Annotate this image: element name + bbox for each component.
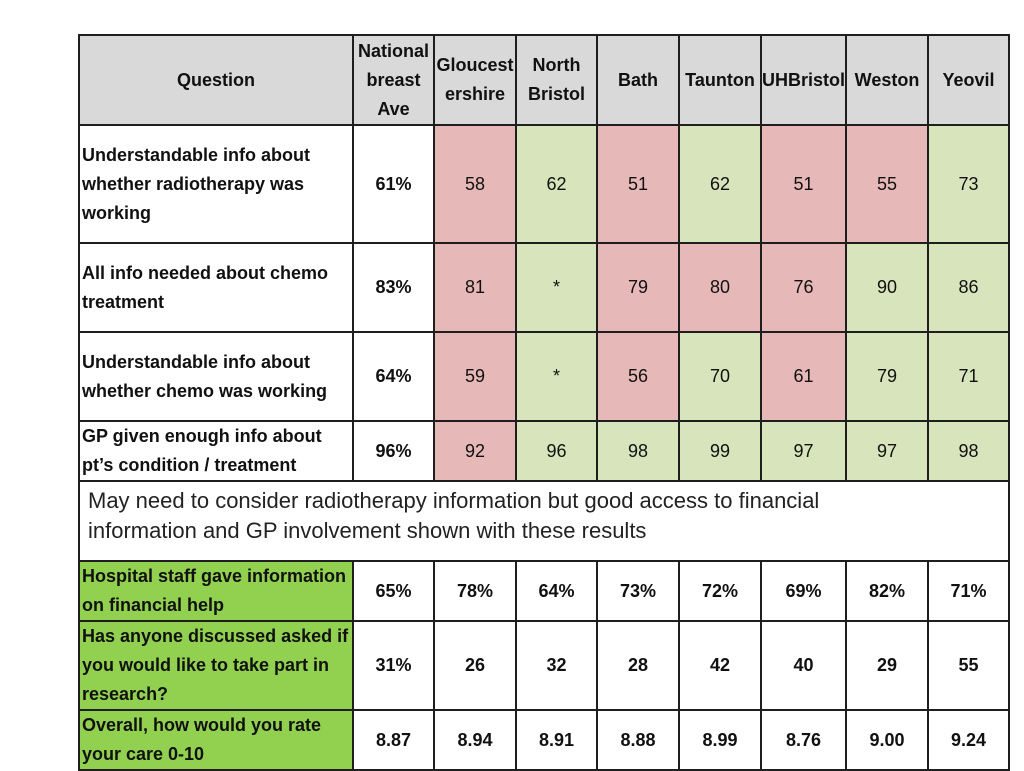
trust-score-cell: *	[515, 331, 598, 422]
trust-score-cell: 8.76	[759, 709, 848, 771]
header-north-bristol: North Bristol	[515, 34, 598, 126]
summary-note: May need to consider radiotherapy inform…	[77, 480, 929, 562]
national-average-cell: 8.87	[352, 709, 435, 771]
question-cell: Understandable info about whether chemo …	[78, 331, 354, 422]
header-yeovil: Yeovil	[927, 34, 1011, 126]
header-weston: Weston	[845, 34, 930, 126]
trust-score-cell: 79	[845, 331, 930, 422]
trust-score-cell: 8.88	[596, 709, 680, 771]
trust-score-cell: 72%	[678, 560, 762, 622]
trust-score-cell: 97	[845, 420, 930, 482]
trust-score-cell: 92	[433, 420, 517, 482]
trust-score-cell: 76	[759, 242, 848, 333]
table-row: Understandable info about whether chemo …	[78, 331, 1011, 422]
national-average-cell: 61%	[352, 124, 435, 244]
trust-score-cell: 28	[596, 620, 680, 711]
header-bath: Bath	[596, 34, 680, 126]
trust-score-cell: 9.00	[845, 709, 930, 771]
table-row: Has anyone discussed asked if you would …	[78, 620, 1011, 711]
question-cell: GP given enough info about pt’s conditio…	[78, 420, 354, 482]
trust-score-cell: 64%	[515, 560, 598, 622]
table-row: GP given enough info about pt’s conditio…	[78, 420, 1011, 482]
trust-score-cell: 81	[433, 242, 517, 333]
trust-score-cell: 70	[678, 331, 762, 422]
trust-score-cell: 98	[927, 420, 1011, 482]
header-taunton: Taunton	[678, 34, 762, 126]
header-question: Question	[78, 34, 354, 126]
national-average-cell: 64%	[352, 331, 435, 422]
trust-score-cell: 8.91	[515, 709, 598, 771]
header-national-average: National breast Ave	[352, 34, 435, 126]
trust-score-cell: 90	[845, 242, 930, 333]
trust-score-cell: 8.94	[433, 709, 517, 771]
results-table: Question National breast Ave Gloucest er…	[77, 34, 1011, 771]
trust-score-cell: 55	[927, 620, 1011, 711]
trust-score-cell: 98	[596, 420, 680, 482]
trust-score-cell: 73%	[596, 560, 680, 622]
national-average-cell: 83%	[352, 242, 435, 333]
note-row: May need to consider radiotherapy inform…	[77, 480, 1011, 562]
trust-score-cell: 79	[596, 242, 680, 333]
trust-score-cell: 99	[678, 420, 762, 482]
trust-score-cell: 80	[678, 242, 762, 333]
trust-score-cell: 97	[759, 420, 848, 482]
trust-score-cell: 82%	[845, 560, 930, 622]
trust-score-cell: 56	[596, 331, 680, 422]
table-row: Hospital staff gave information on finan…	[78, 560, 1011, 622]
trust-score-cell: 71	[927, 331, 1011, 422]
trust-score-cell: 8.99	[678, 709, 762, 771]
header-gloucestershire: Gloucest ershire	[433, 34, 517, 126]
national-average-cell: 31%	[352, 620, 435, 711]
trust-score-cell: 96	[515, 420, 598, 482]
question-cell: Hospital staff gave information on finan…	[78, 560, 354, 622]
question-cell: All info needed about chemo treatment	[78, 242, 354, 333]
trust-score-cell: 78%	[433, 560, 517, 622]
header-uhbristol: UHBristol	[759, 34, 848, 126]
trust-score-cell: 29	[845, 620, 930, 711]
trust-score-cell: 9.24	[927, 709, 1011, 771]
trust-score-cell: 86	[927, 242, 1011, 333]
trust-score-cell: 42	[678, 620, 762, 711]
national-average-cell: 65%	[352, 560, 435, 622]
question-cell: Has anyone discussed asked if you would …	[78, 620, 354, 711]
trust-score-cell: 62	[515, 124, 598, 244]
trust-score-cell: 40	[759, 620, 848, 711]
trust-score-cell: 62	[678, 124, 762, 244]
note-spacer	[928, 480, 1011, 562]
trust-score-cell: 26	[433, 620, 517, 711]
national-average-cell: 96%	[352, 420, 435, 482]
trust-score-cell: *	[515, 242, 598, 333]
trust-score-cell: 59	[433, 331, 517, 422]
trust-score-cell: 32	[515, 620, 598, 711]
trust-score-cell: 69%	[759, 560, 848, 622]
question-cell: Understandable info about whether radiot…	[78, 124, 354, 244]
trust-score-cell: 55	[845, 124, 930, 244]
trust-score-cell: 61	[759, 331, 848, 422]
trust-score-cell: 51	[759, 124, 848, 244]
trust-score-cell: 73	[927, 124, 1011, 244]
table-row: Understandable info about whether radiot…	[78, 124, 1011, 244]
table-row: All info needed about chemo treatment 83%…	[78, 242, 1011, 333]
trust-score-cell: 51	[596, 124, 680, 244]
question-cell: Overall, how would you rate your care 0-…	[78, 709, 354, 771]
table-row: Overall, how would you rate your care 0-…	[78, 709, 1011, 771]
trust-score-cell: 71%	[927, 560, 1011, 622]
trust-score-cell: 58	[433, 124, 517, 244]
header-row: Question National breast Ave Gloucest er…	[78, 34, 1011, 126]
